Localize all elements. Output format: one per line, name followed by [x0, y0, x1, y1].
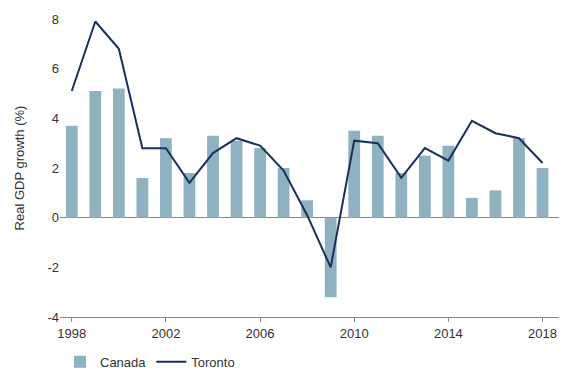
svg-text:2018: 2018 — [528, 326, 557, 341]
svg-text:2010: 2010 — [340, 326, 369, 341]
svg-text:2014: 2014 — [434, 326, 463, 341]
svg-text:Canada: Canada — [100, 355, 146, 370]
svg-text:2006: 2006 — [246, 326, 275, 341]
svg-text:-2: -2 — [47, 260, 59, 275]
svg-text:2: 2 — [52, 161, 59, 176]
svg-text:Toronto: Toronto — [191, 355, 234, 370]
svg-text:2002: 2002 — [151, 326, 180, 341]
svg-text:8: 8 — [52, 12, 59, 27]
svg-text:Real GDP growth (%): Real GDP growth (%) — [12, 106, 27, 231]
svg-text:0: 0 — [52, 210, 59, 225]
svg-text:-4: -4 — [47, 310, 59, 325]
svg-text:6: 6 — [52, 61, 59, 76]
svg-text:1998: 1998 — [57, 326, 86, 341]
svg-text:4: 4 — [52, 111, 59, 126]
